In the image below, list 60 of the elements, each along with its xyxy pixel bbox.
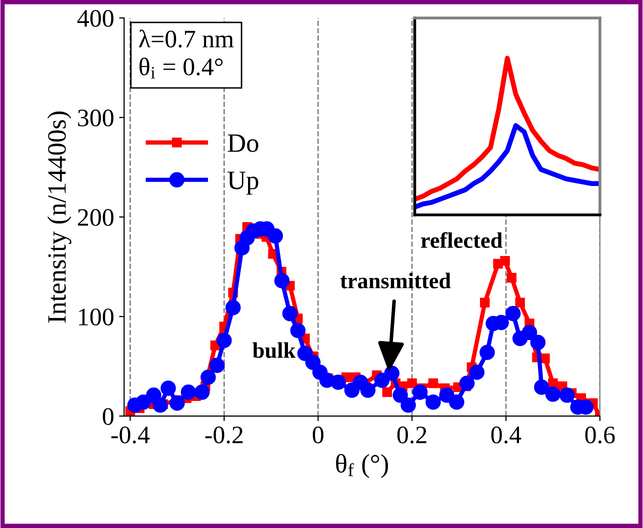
point xyxy=(515,298,525,308)
point xyxy=(530,334,546,350)
point xyxy=(305,354,321,370)
point xyxy=(506,272,516,283)
point xyxy=(225,300,241,316)
point xyxy=(152,397,168,413)
point xyxy=(412,384,428,400)
point xyxy=(480,344,495,360)
point xyxy=(400,397,416,413)
point xyxy=(392,388,408,403)
y-tick-label: 400 xyxy=(77,10,114,27)
annotation: transmitted xyxy=(340,272,451,288)
point xyxy=(170,395,185,411)
point xyxy=(428,378,438,388)
y-tick-label: 300 xyxy=(78,110,114,126)
x-tick-label: -0.2 xyxy=(205,426,243,444)
point xyxy=(209,358,225,373)
point xyxy=(382,387,392,398)
point xyxy=(559,388,575,403)
point xyxy=(500,256,510,266)
annotation: bulk xyxy=(252,342,296,358)
point xyxy=(439,388,454,403)
x-axis-title: θ$_{f}$ (°) xyxy=(336,454,388,478)
point xyxy=(407,378,417,388)
point xyxy=(459,376,475,391)
point xyxy=(180,384,196,400)
annotation: λ=0.7 nm xyxy=(139,30,234,48)
point xyxy=(505,306,521,322)
point xyxy=(480,298,490,308)
point xyxy=(384,366,400,381)
point xyxy=(268,228,283,244)
x-tick-label: 0.6 xyxy=(585,426,615,444)
x-tick-label: 0 xyxy=(312,426,324,444)
point xyxy=(469,364,484,380)
y-tick-label: 100 xyxy=(79,308,114,326)
point xyxy=(200,370,216,385)
y-axis-title: Intensity (n/14400s) xyxy=(47,112,72,323)
point xyxy=(136,394,151,410)
point xyxy=(160,380,176,396)
point xyxy=(534,380,550,395)
x-tick-label: -0.4 xyxy=(111,426,150,444)
point xyxy=(426,394,441,410)
point xyxy=(274,273,290,288)
legend-label: Up xyxy=(228,172,258,195)
legend-label: Do xyxy=(228,134,258,152)
point xyxy=(290,322,306,338)
y-tick-label: 0 xyxy=(102,408,114,425)
annotation: reflected xyxy=(420,232,502,248)
point xyxy=(282,306,298,322)
point xyxy=(522,324,538,340)
y-tick-label: 200 xyxy=(78,209,114,226)
annotation: θ$_{i}$ = 0.4° xyxy=(140,58,223,79)
point xyxy=(360,382,376,398)
x-tick-label: 0.4 xyxy=(491,426,522,444)
x-tick-label: 0.2 xyxy=(397,426,426,444)
point xyxy=(545,386,561,402)
point xyxy=(194,384,210,400)
point xyxy=(449,394,464,410)
point xyxy=(330,374,346,390)
point xyxy=(216,332,232,348)
